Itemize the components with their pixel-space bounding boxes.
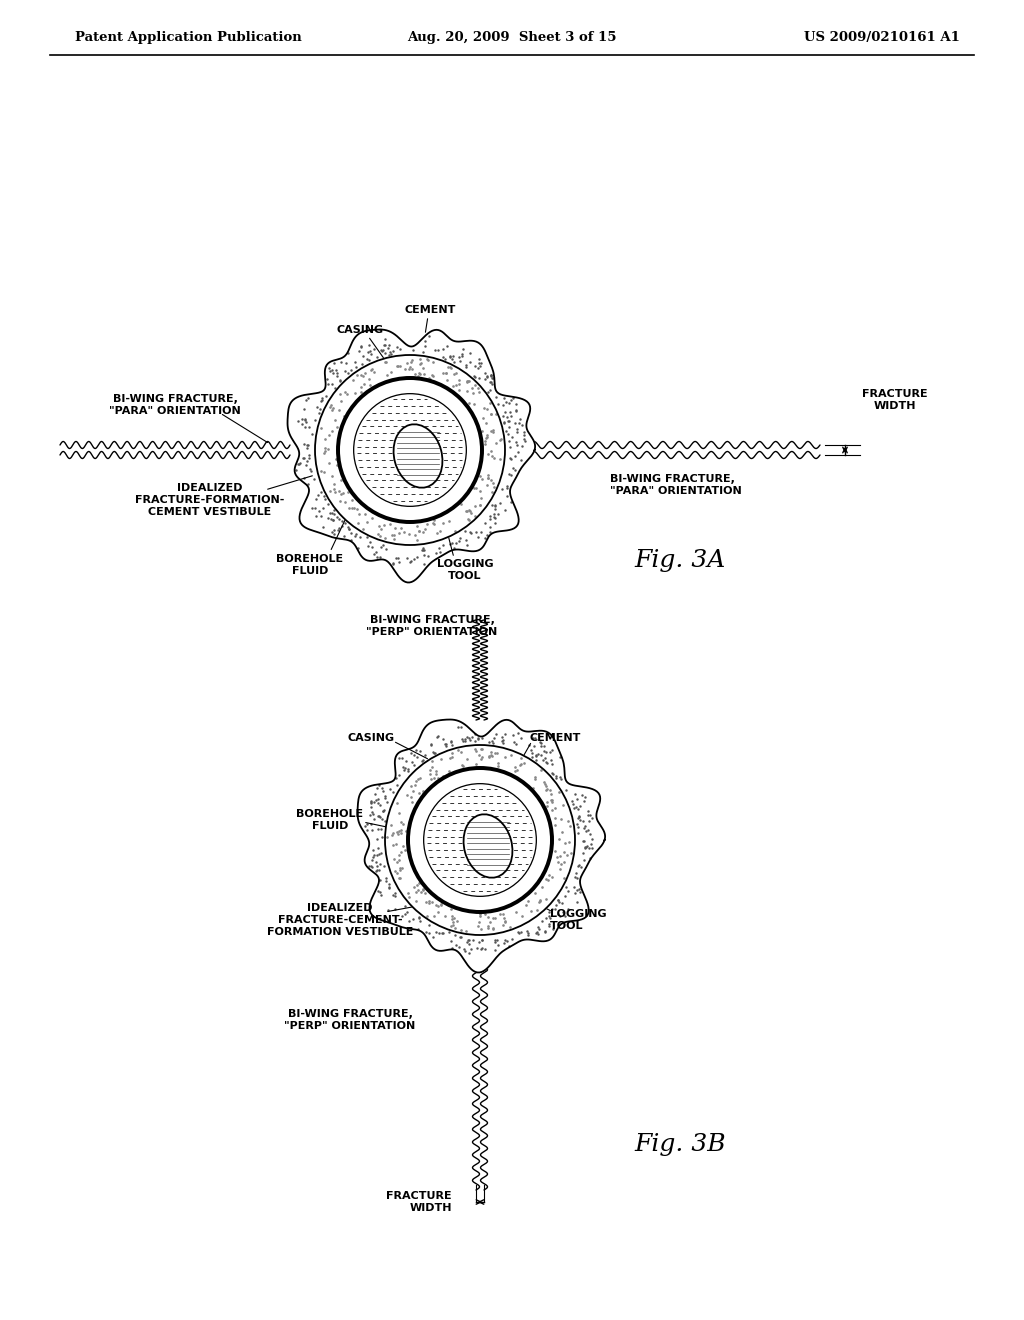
Text: LOGGING
TOOL: LOGGING TOOL	[436, 560, 494, 581]
Text: Fig. 3B: Fig. 3B	[634, 1134, 726, 1156]
Text: BI-WING FRACTURE,
"PARA" ORIENTATION: BI-WING FRACTURE, "PARA" ORIENTATION	[110, 395, 241, 416]
Circle shape	[385, 744, 575, 935]
Text: US 2009/0210161 A1: US 2009/0210161 A1	[804, 30, 961, 44]
Text: BI-WING FRACTURE,
"PERP" ORIENTATION: BI-WING FRACTURE, "PERP" ORIENTATION	[367, 615, 498, 638]
Text: BOREHOLE
FLUID: BOREHOLE FLUID	[276, 554, 344, 576]
Ellipse shape	[393, 424, 442, 487]
Text: CEMENT: CEMENT	[404, 305, 456, 315]
Text: CEMENT: CEMENT	[530, 733, 582, 743]
Text: BOREHOLE
FLUID: BOREHOLE FLUID	[296, 809, 364, 830]
Circle shape	[315, 355, 505, 545]
Polygon shape	[357, 719, 605, 973]
Text: FRACTURE
WIDTH: FRACTURE WIDTH	[386, 1191, 452, 1213]
Text: Patent Application Publication: Patent Application Publication	[75, 30, 302, 44]
Text: Fig. 3A: Fig. 3A	[635, 549, 726, 572]
Text: LOGGING
TOOL: LOGGING TOOL	[550, 909, 606, 931]
Text: BI-WING FRACTURE,
"PERP" ORIENTATION: BI-WING FRACTURE, "PERP" ORIENTATION	[285, 1010, 416, 1031]
Circle shape	[408, 768, 552, 912]
Circle shape	[355, 395, 465, 506]
Text: FRACTURE
WIDTH: FRACTURE WIDTH	[862, 389, 928, 411]
Text: IDEALIZED
FRACTURE-FORMATION-
CEMENT VESTIBULE: IDEALIZED FRACTURE-FORMATION- CEMENT VES…	[135, 483, 285, 516]
Text: Aug. 20, 2009  Sheet 3 of 15: Aug. 20, 2009 Sheet 3 of 15	[408, 30, 616, 44]
Text: CASING: CASING	[337, 325, 384, 335]
Text: IDEALIZED
FRACTURE-CEMENT-
FORMATION VESTIBULE: IDEALIZED FRACTURE-CEMENT- FORMATION VES…	[267, 903, 414, 937]
Ellipse shape	[464, 814, 512, 878]
Polygon shape	[288, 330, 536, 582]
Circle shape	[338, 378, 482, 521]
Text: CASING: CASING	[348, 733, 395, 743]
Circle shape	[425, 785, 535, 895]
Text: BI-WING FRACTURE,
"PARA" ORIENTATION: BI-WING FRACTURE, "PARA" ORIENTATION	[610, 474, 741, 496]
